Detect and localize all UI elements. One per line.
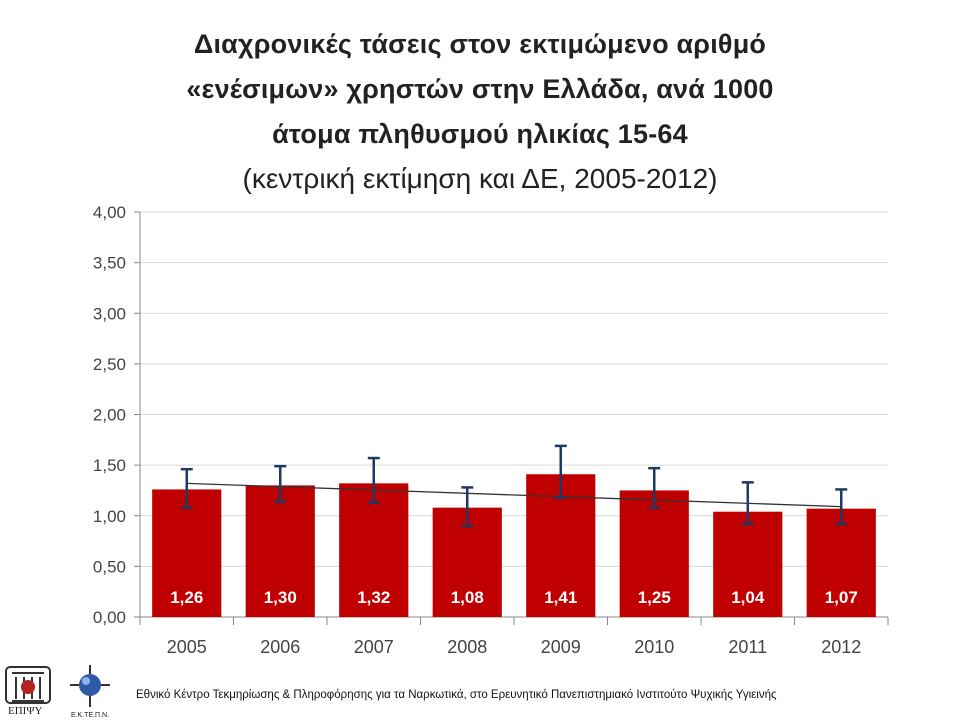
- bar-value-label: 1,32: [357, 588, 390, 607]
- y-tick-label: 1,50: [93, 456, 126, 475]
- y-tick-label: 0,50: [93, 557, 126, 576]
- bar: [619, 490, 689, 617]
- chart-title: Διαχρονικές τάσεις στον εκτιμώμενο αριθμ…: [80, 22, 880, 201]
- bar-value-label: 1,08: [451, 588, 484, 607]
- y-tick-label: 3,00: [93, 304, 126, 323]
- title-line-4: (κεντρική εκτίμηση και ΔΕ, 2005-2012): [242, 163, 718, 194]
- bar: [245, 485, 315, 617]
- x-tick-label: 2005: [167, 637, 207, 657]
- x-tick-label: 2012: [821, 637, 861, 657]
- ektepn-logo-icon: Ε.Κ.ΤΕ.Π.Ν.: [70, 665, 110, 719]
- epipsy-logo-icon: [5, 666, 51, 704]
- bar-value-label: 1,07: [825, 588, 858, 607]
- bar-value-label: 1,26: [170, 588, 203, 607]
- title-line-1: Διαχρονικές τάσεις στον εκτιμώμενο αριθμ…: [193, 29, 767, 59]
- bar: [713, 511, 783, 617]
- title-line-2: «ενέσιμων» χρηστών στην Ελλάδα, ανά 1000: [186, 74, 774, 104]
- x-tick-label: 2006: [260, 637, 300, 657]
- bar-value-label: 1,04: [731, 588, 765, 607]
- y-tick-label: 0,00: [93, 608, 126, 627]
- x-tick-label: 2009: [541, 637, 581, 657]
- bar-value-label: 1,30: [264, 588, 297, 607]
- x-tick-label: 2008: [447, 637, 487, 657]
- y-tick-label: 2,50: [93, 355, 126, 374]
- logo-left-label: ΕΠΙΨΥ: [8, 705, 43, 717]
- footer-text: Εθνικό Κέντρο Τεκμηρίωσης & Πληροφόρησης…: [136, 689, 777, 701]
- bar-value-label: 1,25: [638, 588, 671, 607]
- bar: [152, 489, 222, 617]
- bar-value-label: 1,41: [544, 588, 577, 607]
- y-tick-label: 2,00: [93, 406, 126, 425]
- y-tick-label: 1,00: [93, 507, 126, 526]
- trendline: [186, 482, 842, 508]
- title-line-3: άτομα πληθυσμού ηλικίας 15-64: [272, 119, 688, 149]
- footer: ΕΠΙΨΥ Ε.Κ.ΤΕ.Π.Ν. Εθνικό Κέντρο Τεκμηρίω…: [0, 655, 960, 720]
- x-tick-label: 2010: [634, 637, 674, 657]
- logo-right-label: Ε.Κ.ΤΕ.Π.Ν.: [71, 712, 109, 719]
- y-tick-label: 4,00: [93, 203, 126, 222]
- x-tick-label: 2007: [354, 637, 394, 657]
- bar: [806, 508, 876, 617]
- y-tick-label: 3,50: [93, 254, 126, 273]
- bar: [339, 483, 409, 617]
- x-tick-label: 2011: [728, 637, 767, 657]
- bar-chart: 0,00 0,50 1,00 1,50 2,00 2,50 3,00 3,50 4,00 1,26…: [93, 203, 889, 657]
